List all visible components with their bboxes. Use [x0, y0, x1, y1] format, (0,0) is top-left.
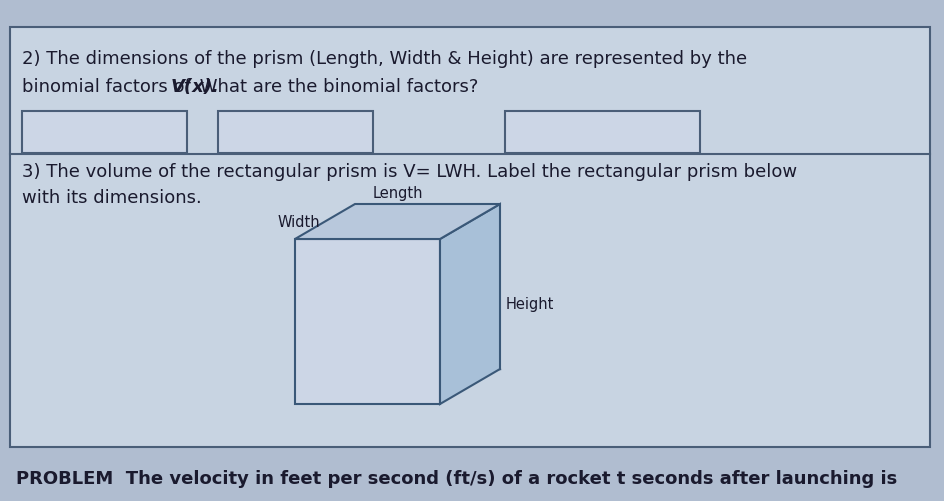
Bar [218, 112, 373, 154]
Polygon shape [295, 239, 440, 404]
Text: 2) The dimensions of the prism (Length, Width & Height) are represented by the: 2) The dimensions of the prism (Length, … [22, 50, 747, 68]
Text: What are the binomial factors?: What are the binomial factors? [194, 78, 479, 96]
Text: Width: Width [278, 214, 320, 229]
Text: 3) The volume of the rectangular prism is V= LWH. Label the rectangular prism be: 3) The volume of the rectangular prism i… [22, 163, 797, 181]
Polygon shape [295, 204, 499, 239]
Text: Length: Length [372, 186, 422, 200]
Bar [22, 112, 187, 154]
Text: PROBLEM  The velocity in feet per second (ft/s) of a rocket t seconds after laun: PROBLEM The velocity in feet per second … [16, 469, 896, 487]
Bar [10, 28, 929, 447]
Text: Height: Height [505, 297, 554, 312]
Text: V(x).: V(x). [170, 78, 219, 96]
Text: binomial factors of: binomial factors of [22, 78, 196, 96]
Text: with its dimensions.: with its dimensions. [22, 188, 201, 206]
Polygon shape [440, 204, 499, 404]
Bar [504, 112, 700, 154]
